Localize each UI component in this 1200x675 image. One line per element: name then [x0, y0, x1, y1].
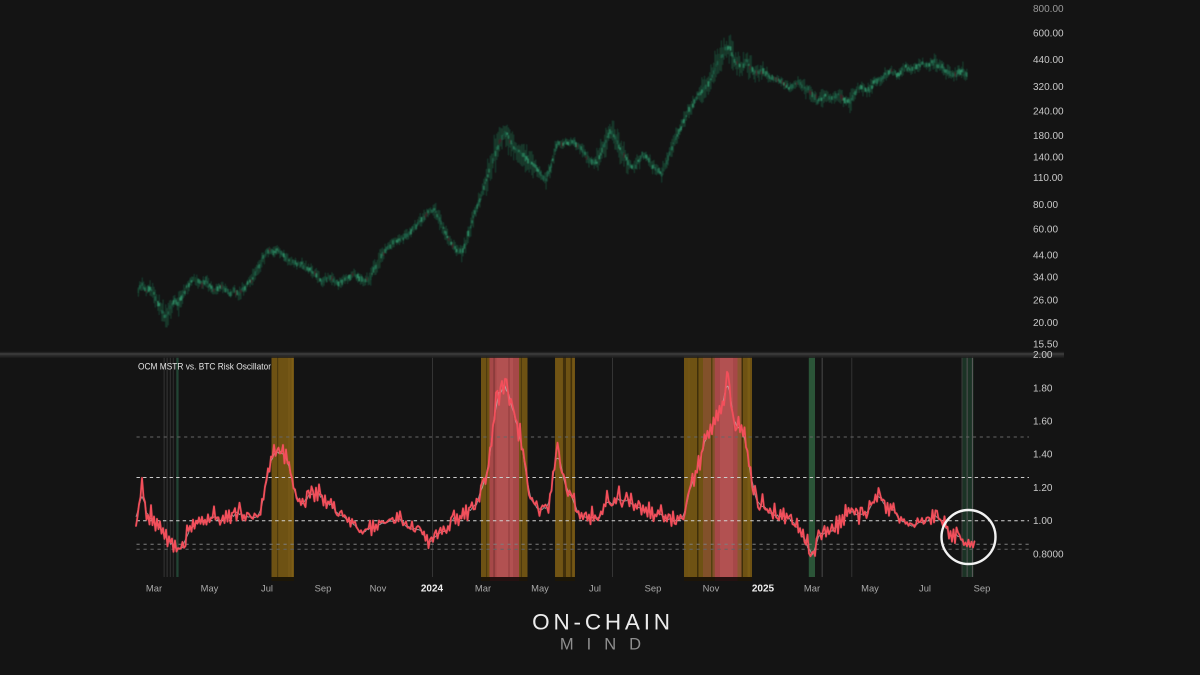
svg-text:Sep: Sep: [645, 582, 662, 593]
svg-text:ON-CHAIN: ON-CHAIN: [532, 610, 674, 635]
svg-text:44.00: 44.00: [1033, 251, 1058, 262]
svg-text:26.00: 26.00: [1033, 296, 1058, 307]
svg-text:Jul: Jul: [589, 582, 601, 593]
svg-text:MIND: MIND: [560, 636, 654, 654]
svg-text:440.00: 440.00: [1033, 55, 1064, 66]
svg-text:600.00: 600.00: [1033, 28, 1064, 39]
svg-text:240.00: 240.00: [1033, 106, 1064, 117]
svg-text:Sep: Sep: [315, 582, 332, 593]
svg-text:Mar: Mar: [804, 582, 820, 593]
svg-text:2025: 2025: [752, 584, 775, 595]
svg-text:1.00: 1.00: [1033, 516, 1053, 527]
svg-text:0.8000: 0.8000: [1033, 549, 1064, 560]
svg-text:110.00: 110.00: [1033, 173, 1063, 184]
svg-text:OCM MSTR vs. BTC Risk Oscillat: OCM MSTR vs. BTC Risk Oscillator: [138, 361, 271, 372]
svg-text:Jul: Jul: [919, 582, 931, 593]
svg-text:May: May: [531, 582, 549, 593]
svg-text:1.60: 1.60: [1033, 417, 1053, 428]
svg-text:60.00: 60.00: [1033, 224, 1058, 235]
svg-text:1.80: 1.80: [1033, 383, 1053, 394]
svg-text:140.00: 140.00: [1033, 152, 1064, 163]
svg-text:Sep: Sep: [974, 582, 991, 593]
svg-text:1.20: 1.20: [1033, 483, 1053, 494]
svg-text:20.00: 20.00: [1033, 318, 1058, 329]
svg-text:2.00: 2.00: [1033, 350, 1053, 361]
svg-text:2024: 2024: [421, 584, 444, 595]
svg-text:Jul: Jul: [261, 582, 273, 593]
svg-text:Nov: Nov: [370, 582, 387, 593]
svg-text:May: May: [861, 582, 879, 593]
svg-text:1.40: 1.40: [1033, 450, 1053, 461]
svg-text:800.00: 800.00: [1033, 4, 1064, 15]
svg-text:320.00: 320.00: [1033, 82, 1064, 93]
svg-text:Nov: Nov: [703, 582, 720, 593]
svg-text:180.00: 180.00: [1033, 131, 1064, 142]
svg-text:34.00: 34.00: [1033, 273, 1058, 284]
svg-text:May: May: [201, 582, 219, 593]
svg-text:Mar: Mar: [146, 582, 162, 593]
svg-text:15.50: 15.50: [1033, 340, 1058, 351]
svg-text:80.00: 80.00: [1033, 200, 1058, 211]
svg-text:Mar: Mar: [475, 582, 491, 593]
